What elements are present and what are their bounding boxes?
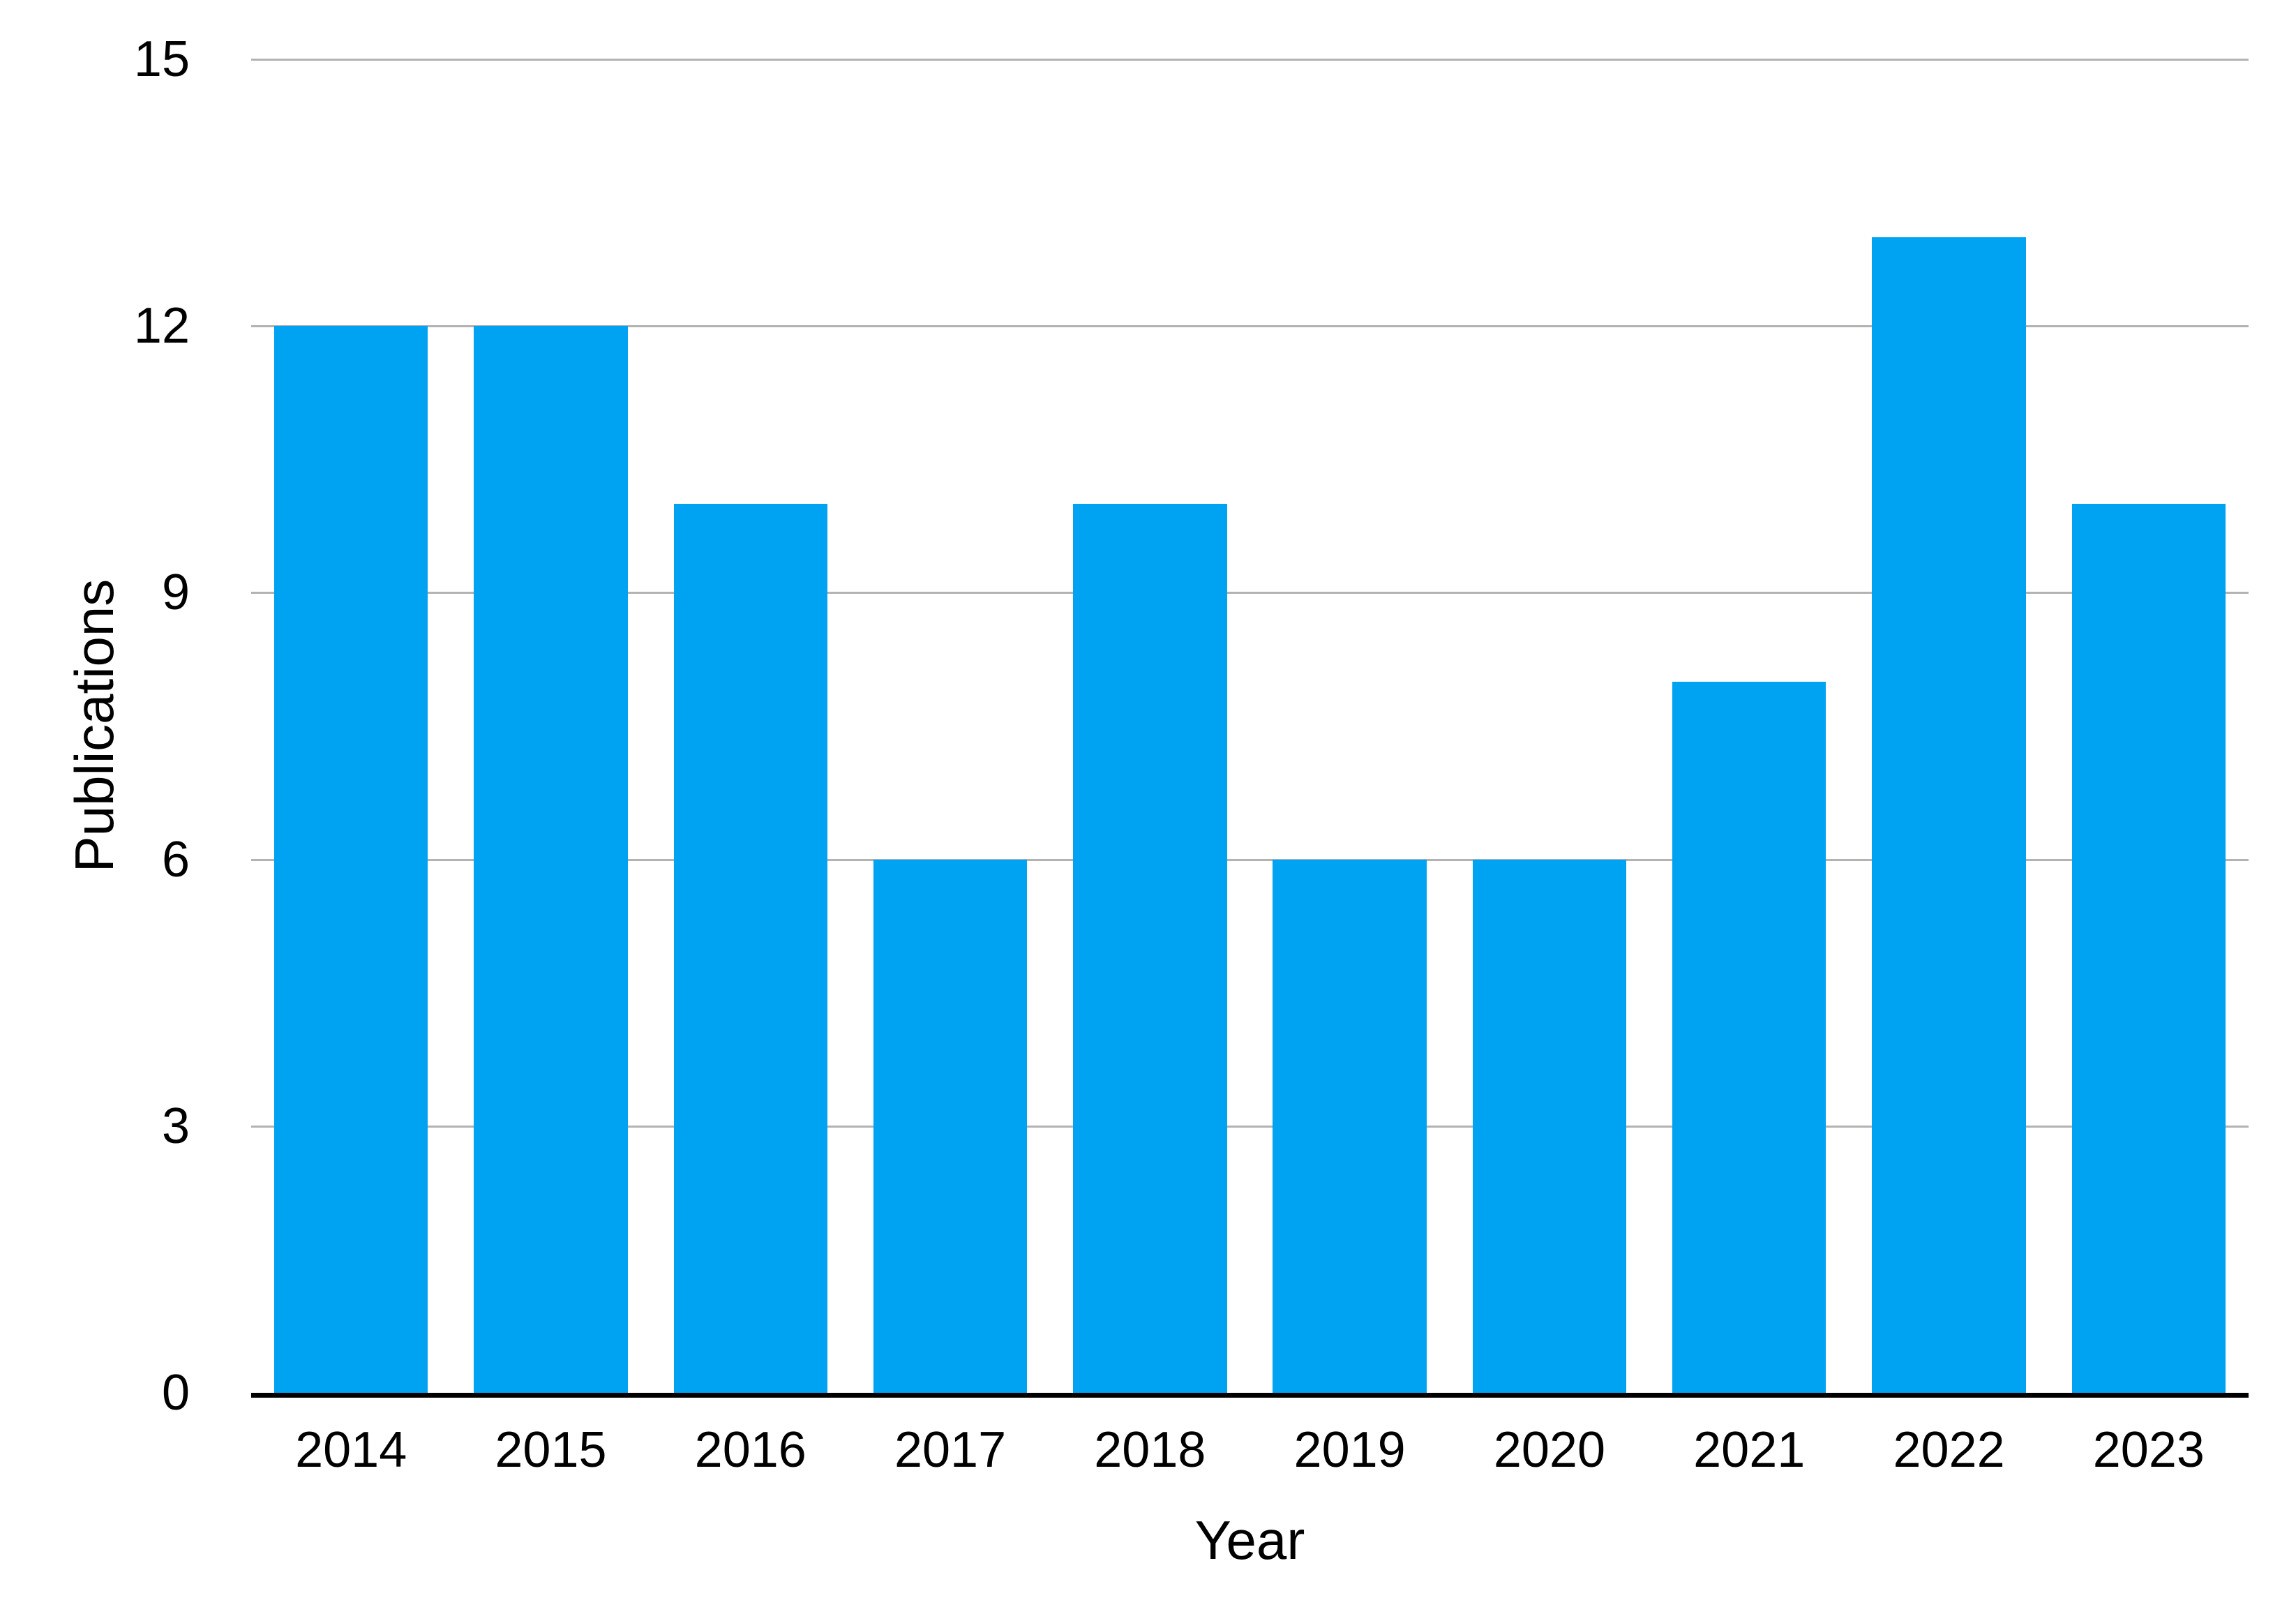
y-tick-label-9: 9 xyxy=(161,565,190,620)
bar-2021 xyxy=(1672,681,1826,1393)
y-axis-title: Publications xyxy=(63,578,125,873)
x-tick-label-2017: 2017 xyxy=(894,1422,1007,1478)
gridline-12 xyxy=(251,325,2249,328)
bar-2015 xyxy=(474,326,628,1393)
y-tick-label-15: 15 xyxy=(133,31,190,87)
x-tick-label-2020: 2020 xyxy=(1493,1422,1606,1478)
y-tick-label-3: 3 xyxy=(161,1098,190,1154)
y-tick-label-0: 0 xyxy=(161,1365,190,1421)
x-tick-label-2022: 2022 xyxy=(1893,1422,2005,1478)
y-tick-label-6: 6 xyxy=(161,832,190,888)
x-tick-label-2023: 2023 xyxy=(2092,1422,2205,1478)
bar-series xyxy=(251,59,2249,1393)
x-tick-label-2018: 2018 xyxy=(1094,1422,1206,1478)
y-tick-label-12: 12 xyxy=(133,298,190,354)
x-axis-tick-row: 2014 2015 2016 2017 2018 2019 2020 2021 … xyxy=(251,1425,2249,1475)
gridline-3 xyxy=(251,1125,2249,1128)
gridline-15 xyxy=(251,59,2249,61)
bar-2016 xyxy=(673,504,827,1393)
gridline-6 xyxy=(251,858,2249,861)
x-tick-label-2015: 2015 xyxy=(495,1422,607,1478)
x-axis-title: Year xyxy=(1194,1509,1305,1571)
bar-2017 xyxy=(873,859,1028,1393)
bar-2018 xyxy=(1073,504,1227,1393)
bar-2014 xyxy=(273,326,428,1393)
bar-2022 xyxy=(1872,237,2026,1393)
bar-2020 xyxy=(1472,859,1627,1393)
x-tick-label-2021: 2021 xyxy=(1693,1422,1806,1478)
x-tick-label-2019: 2019 xyxy=(1293,1422,1406,1478)
gridline-9 xyxy=(251,592,2249,595)
bar-2023 xyxy=(2071,504,2226,1393)
x-tick-label-2016: 2016 xyxy=(694,1422,806,1478)
bar-2019 xyxy=(1273,859,1427,1393)
plot-area xyxy=(251,59,2249,1398)
x-tick-label-2014: 2014 xyxy=(295,1422,407,1478)
